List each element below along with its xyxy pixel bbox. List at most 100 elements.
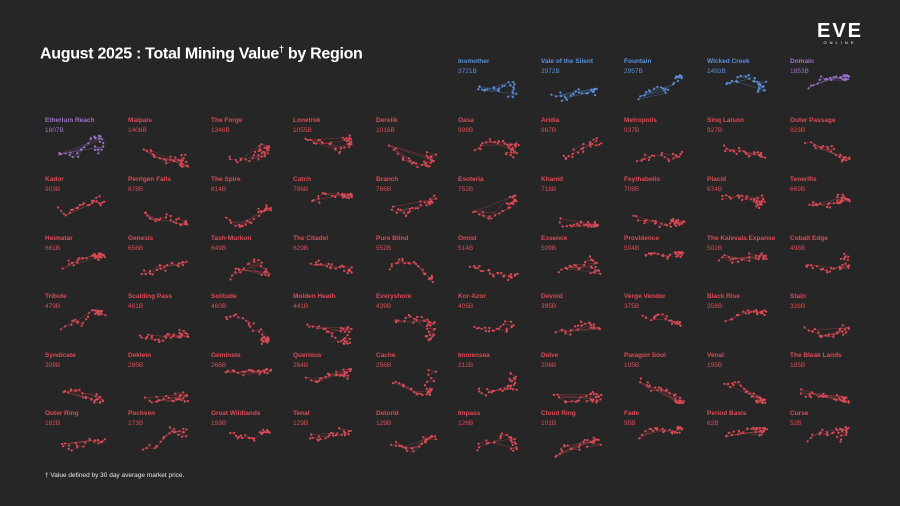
region-map-system [408, 160, 411, 163]
region-map-icon [139, 328, 190, 344]
region-map-link [484, 90, 517, 94]
region-map-system [756, 426, 759, 429]
region-map-system [811, 204, 814, 207]
region-value: 101B [541, 420, 557, 427]
region-scalding-pass: Scalding Pass 461B [128, 293, 208, 351]
region-map-system [390, 208, 393, 211]
region-map-system [682, 400, 685, 403]
region-value: 256B [376, 362, 392, 369]
region-name: Oasa [458, 117, 474, 124]
region-map-system [265, 268, 268, 271]
region-map-system [842, 158, 845, 161]
region-map-link [166, 160, 174, 164]
region-map-system [84, 395, 87, 398]
region-map-system [759, 84, 762, 87]
region-map-system [812, 201, 815, 204]
region-map-system [348, 145, 351, 148]
region-name: The Spire [211, 176, 241, 183]
region-map-system [842, 333, 845, 336]
region-name: The Bleak Lands [790, 352, 842, 359]
region-map-system [497, 272, 500, 275]
region-map-link [318, 437, 326, 441]
region-map-system [514, 375, 517, 378]
region-map-system [158, 264, 161, 267]
region-map-link [815, 147, 846, 158]
region-map-system [745, 152, 748, 155]
region-map-system [728, 195, 731, 198]
region-map-system [760, 311, 763, 314]
region-map-system [512, 88, 515, 91]
region-map-system [251, 157, 254, 160]
region-map-system [512, 80, 515, 84]
region-map-system [515, 447, 518, 451]
region-map-system [184, 331, 187, 335]
region-value: 195B [707, 362, 723, 369]
region-map-system [420, 315, 423, 319]
region-map-link [487, 82, 509, 90]
region-map-system [805, 265, 808, 268]
region-map-system [76, 261, 79, 264]
region-map-system [392, 205, 395, 208]
region-map-system [155, 218, 158, 221]
region-map-system [754, 431, 757, 434]
region-map-system [809, 436, 812, 440]
region-map-link [148, 334, 180, 338]
region-map-system [260, 431, 263, 434]
region-map-system [237, 316, 240, 319]
region-map-system [433, 321, 436, 324]
region-map-icon [306, 323, 353, 345]
region-map-system [513, 198, 516, 201]
region-map-system [423, 319, 426, 322]
region-name: Wicked Creek [707, 58, 750, 65]
region-map-system [836, 196, 839, 199]
region-map-link [675, 151, 683, 156]
region-map-system [588, 141, 592, 144]
region-map-system [477, 442, 480, 445]
region-map-link [311, 433, 334, 435]
region-map-system [573, 263, 576, 266]
region-value: 264B [293, 362, 309, 369]
region-map-system [836, 199, 839, 202]
region-map-system [593, 223, 596, 226]
region-domain: Domain 1853B [790, 58, 870, 116]
region-value: 2972B [541, 68, 560, 75]
region-map-system [828, 270, 831, 273]
region-map-link [749, 253, 757, 256]
region-map-system [752, 426, 755, 429]
region-value: 439B [376, 303, 392, 310]
region-value: 2957B [624, 68, 643, 75]
region-map-system [309, 262, 312, 265]
region-map-system [151, 153, 154, 156]
region-map-link [62, 256, 99, 269]
region-map-system [310, 433, 313, 436]
region-map-system [664, 317, 667, 320]
region-value: 937B [624, 127, 640, 134]
region-value: 405B [458, 303, 474, 310]
region-map-system [253, 439, 256, 442]
region-map-system [513, 274, 516, 277]
region-map-system [843, 258, 846, 261]
region-map-system [833, 147, 836, 151]
region-map-system [505, 202, 508, 205]
region-map-system [753, 197, 756, 201]
region-map-system [327, 435, 330, 438]
region-map-system [95, 393, 98, 396]
region-map-system [566, 444, 569, 447]
region-map-system [736, 76, 739, 79]
region-map-system [679, 255, 682, 259]
region-map-system [430, 277, 433, 280]
region-map-system [70, 449, 73, 452]
logo-main-text: EVE [816, 20, 864, 42]
region-map-link [426, 380, 435, 383]
region-map-system [263, 151, 266, 154]
region-map-system [94, 254, 97, 257]
region-map-system [258, 214, 261, 218]
region-map-system [661, 87, 664, 90]
region-map-system [97, 439, 100, 442]
region-map-system [427, 330, 430, 333]
region-map-system [258, 373, 261, 376]
region-map-system [809, 141, 813, 144]
region-map-system [143, 269, 146, 272]
region-value: 1853B [790, 68, 809, 75]
region-map-system [421, 268, 424, 271]
